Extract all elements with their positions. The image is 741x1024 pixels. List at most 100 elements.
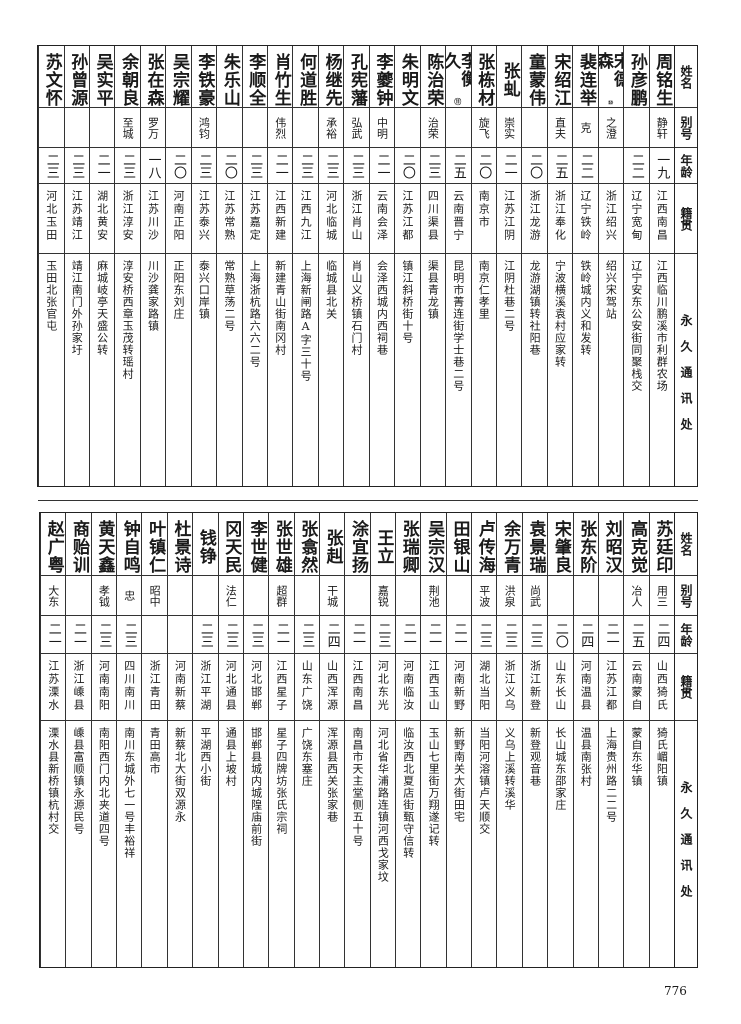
name-text: 宋肇良 [550, 520, 571, 574]
address-cell: 青田高市 [142, 721, 166, 967]
age-text: 二四 [654, 621, 670, 648]
roster-table-top: 姓名 别号 年龄 籍贯 永久通讯处 周铭生 静轩 一九 江西南昌 江西临川鹏溪市利群农场 孙彦鹏 二二… [37, 45, 698, 487]
address-cell: 南京仁孝里 [472, 254, 496, 486]
alias-cell: 冶人 [624, 576, 649, 616]
age-cell [167, 616, 193, 654]
origin-text: 四川渠县 [426, 190, 440, 242]
name-cell: 肖竹生 [268, 46, 293, 108]
address-cell: 玉田北张官屯 [39, 254, 63, 486]
address-text: 浑源县西关张家巷 [325, 727, 339, 823]
name-cell: 张虬 [496, 46, 522, 108]
alias-text: 伟烈 [273, 116, 287, 139]
origin-cell: 江苏江都 [598, 654, 624, 721]
table-row: 卢传海 平波 二三 湖北当阳 当阳河溶镇卢天顺交 [471, 513, 497, 967]
table-row: 李衡久 ⑪ 二五 云南晋宁 昆明市菁连街学士巷二号 [445, 46, 471, 486]
address-cell: 昆明市菁连街学士巷二号 [446, 254, 470, 486]
origin-text: 河南临汝 [401, 660, 415, 712]
origin-cell: 云南蒙自 [624, 654, 649, 721]
address-text: 广饶东塞庄 [300, 727, 314, 787]
age-cell: 二三 [293, 148, 318, 184]
origin-cell: 江苏溧水 [41, 654, 66, 721]
table-row: 张世雄 超群 二一 江西星子 星子四牌坊张氏宗祠 [268, 513, 294, 967]
name-text: 李铁豪 [194, 52, 215, 107]
address-text: 玉山七里街万翔遂记转 [427, 727, 441, 847]
name-text: 袁景瑞 [525, 520, 546, 574]
age-cell: 二一 [269, 616, 294, 654]
age-text: 二三 [349, 152, 365, 179]
age-text: 二二 [577, 152, 593, 179]
address-text: 常熟草荡二号 [222, 260, 236, 332]
origin-cell: 江苏江阴 [496, 184, 522, 254]
address-cell: 会泽西城内西祠巷 [370, 254, 394, 486]
age-text: 二三 [196, 152, 212, 179]
origin-cell: 河南新野 [446, 654, 472, 721]
name-cell: 李顺全 [242, 46, 267, 108]
name-text: 钟自鸣 [119, 520, 140, 574]
alias-text: 旋飞 [477, 116, 491, 139]
address-cell: 星子四牌坊张氏宗祠 [269, 721, 293, 967]
alias-cell [446, 108, 471, 148]
table-row: 李夔钟 中明 二一 云南会泽 会泽西城内西祠巷 [368, 46, 395, 486]
name-cell: 余万青 [497, 513, 522, 576]
header-column: 姓名 别号 年龄 籍贯 永久通讯处 [674, 46, 697, 486]
alias-text: 用三 [655, 584, 669, 607]
origin-cell: 河南南阳 [91, 654, 117, 721]
alias-text: 中明 [375, 116, 389, 139]
address-cell: 泰兴口岸镇 [192, 254, 216, 486]
name-text: 商贻训 [69, 520, 90, 574]
age-text: 一八 [145, 152, 161, 179]
age-cell: 二一 [41, 616, 66, 654]
name-cell: 张栋材 [471, 46, 496, 108]
name-cell: 商贻训 [66, 513, 91, 576]
name-cell: 陈治荣 [420, 46, 446, 108]
alias-text: 至城 [121, 116, 135, 139]
table-row: 商贻训 二一 浙江嵊县 嵊县富顺镇永源民号 [65, 513, 91, 967]
origin-cell: 辽宁宽甸 [624, 184, 649, 254]
name-cell: 张赳 [319, 513, 345, 576]
name-text: 涂宜扬 [348, 520, 368, 574]
table-row: 叶镇仁 昭中 浙江青田 青田高市 [141, 513, 167, 967]
address-cell: 新登观音巷 [523, 721, 547, 967]
age-text: 二三 [121, 621, 137, 648]
age-cell: 二三 [39, 148, 64, 184]
table-row: 孙曾源 二三 江苏靖江 靖江南门外孙家圩 [63, 46, 89, 486]
name-cell: 何道胜 [293, 46, 318, 108]
origin-text: 浙江青田 [148, 660, 162, 712]
origin-text: 辽宁铁岭 [578, 190, 592, 242]
table-row: 刘昭汉 二一 江苏江都 上海贵州路二二号 [597, 513, 624, 967]
origin-cell: 浙江平湖 [193, 654, 218, 721]
name-cell: 余朝良 [115, 46, 140, 108]
alias-cell: 承裕 [318, 108, 344, 148]
age-cell: 二一 [66, 616, 91, 654]
name-text: 何道胜 [296, 52, 317, 107]
origin-text: 江苏靖江 [70, 190, 84, 242]
table-row: 赵广粤 大东 二一 江苏溧水 溧水县新桥镇杭村交 [40, 513, 66, 967]
name-text: 陈治荣 [423, 52, 444, 107]
age-text: 二一 [94, 152, 110, 179]
name-text: 高克觉 [626, 520, 647, 574]
name-text: 钱铮 [195, 529, 216, 565]
age-text: 二一 [272, 152, 288, 179]
origin-text: 河南正阳 [171, 190, 185, 242]
header-address: 永久通讯处 [679, 781, 693, 911]
name-cell: 苏廷印 [649, 513, 674, 576]
origin-text: 浙江绍兴 [604, 190, 618, 242]
age-text: 二三 [476, 621, 492, 648]
table-row: 孙彦鹏 二二 辽宁宽甸 辽宁安东公安街同聚栈交 [623, 46, 649, 486]
origin-cell: 河北临城 [318, 184, 344, 254]
age-cell: 二三 [344, 148, 369, 184]
table-row: 杨继先 承裕 二三 河北临城 临城县北关 [317, 46, 344, 486]
age-text: 二五 [552, 152, 568, 179]
table-row: 吴宗耀 二〇 河南正阳 正阳东刘庄 [165, 46, 191, 486]
name-text: 吴实平 [92, 52, 113, 107]
table-row: 宋德森 ⑩ 之澄 浙江绍兴 绍兴宋驾站 [597, 46, 624, 486]
name-text: 张东阶 [576, 520, 597, 574]
alias-text: 洪泉 [503, 584, 517, 607]
alias-cell [548, 576, 573, 616]
age-text: 二一 [71, 621, 87, 648]
origin-cell: 山西浑源 [319, 654, 345, 721]
age-cell: 二一 [496, 148, 522, 184]
alias-cell [294, 576, 319, 616]
age-cell: 二一 [396, 616, 421, 654]
alias-text: 崇实 [502, 116, 516, 139]
